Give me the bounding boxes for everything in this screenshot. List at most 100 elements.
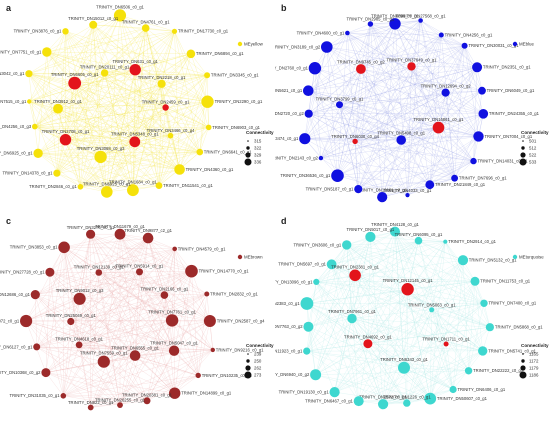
edge <box>339 66 412 105</box>
edge <box>370 236 446 242</box>
edge <box>132 28 146 191</box>
gene-label: TRINITY_DN50607_c0_g1 <box>437 396 488 401</box>
gene-node <box>365 231 376 242</box>
gene-node <box>303 347 311 355</box>
gene-node <box>363 339 373 349</box>
edge <box>445 241 483 351</box>
gene-label: TRINITY_DN2572_c0_g1 <box>359 394 407 399</box>
edge <box>320 67 478 159</box>
edge <box>70 234 91 322</box>
edge <box>134 238 149 356</box>
edge <box>38 153 180 170</box>
gene-node <box>129 136 141 148</box>
edge <box>173 271 192 351</box>
edge <box>314 68 322 159</box>
edge <box>28 73 81 187</box>
edge <box>347 32 479 137</box>
edge <box>339 104 383 198</box>
gene-node <box>68 76 82 90</box>
edge <box>63 238 149 396</box>
edge <box>316 275 356 283</box>
edge <box>49 272 173 321</box>
gene-node <box>470 276 480 286</box>
edge <box>57 108 81 187</box>
edge <box>191 271 211 322</box>
edge <box>172 293 207 321</box>
edge <box>28 73 160 186</box>
edge <box>104 53 191 74</box>
edge <box>90 234 175 351</box>
edge <box>199 127 209 153</box>
edge <box>355 45 465 142</box>
gene-node <box>432 121 445 134</box>
edge <box>90 234 136 356</box>
edge <box>79 320 210 346</box>
gene-node <box>398 361 410 374</box>
edge <box>119 234 175 351</box>
panel-letter: d <box>281 216 287 226</box>
edge <box>36 346 148 401</box>
edge <box>383 370 469 405</box>
gene-node <box>58 241 70 254</box>
edge <box>35 294 64 396</box>
edge <box>454 161 474 179</box>
gene-label: TRINITY_DN12139_c0_g1 <box>74 264 125 269</box>
edge <box>407 66 412 196</box>
edge <box>65 83 162 140</box>
edge <box>38 28 146 154</box>
gene-label: TRINITY_DN6095_c0_g1 <box>395 232 443 237</box>
edge <box>355 275 476 282</box>
edge <box>339 104 479 137</box>
edge <box>45 272 51 373</box>
edge <box>164 293 207 296</box>
connectivity-legend-value: 522 <box>529 153 537 158</box>
edge <box>56 173 107 193</box>
edge <box>331 264 407 404</box>
gene-label: TRINITY_DN5132_c0_g1 <box>469 258 517 263</box>
edge <box>65 83 75 140</box>
gene-label: TRINITY_DN2459_c0_g1 <box>142 100 190 105</box>
edge <box>347 32 465 46</box>
gene-node <box>345 30 350 36</box>
edge <box>346 244 432 310</box>
gene-node <box>396 135 406 145</box>
edge <box>45 372 121 406</box>
gene-node <box>25 70 33 78</box>
edge <box>135 69 200 153</box>
gene-node <box>405 193 410 198</box>
edge <box>308 326 359 402</box>
edge <box>148 238 213 350</box>
edge <box>29 101 101 157</box>
gene-label: TRINITY_DN4761_c0_g1 <box>122 20 170 25</box>
gene-label: TRINITY_DN11923_c0_g1 <box>275 349 303 354</box>
connectivity-legend-dot <box>246 359 250 363</box>
gene-label: TRINITY_DN6925_c0_g1 <box>83 181 131 186</box>
edge <box>90 234 210 322</box>
module-legend-label: MEyellow <box>244 42 264 47</box>
gene-node <box>62 28 69 35</box>
edge <box>308 66 412 91</box>
edge <box>346 244 490 328</box>
edge <box>57 108 171 136</box>
edge <box>78 234 121 345</box>
gene-node <box>53 103 63 114</box>
gene-node <box>33 343 41 351</box>
edge <box>56 83 162 174</box>
gene-label: TRINITY_DN5408_c0_g1 <box>377 130 425 135</box>
gene-node <box>389 18 401 30</box>
edge <box>35 294 71 322</box>
edge <box>64 234 121 248</box>
edge <box>367 236 371 344</box>
gene-node <box>321 41 333 53</box>
edge <box>474 281 483 351</box>
gene-node <box>162 104 169 111</box>
edge <box>119 234 175 394</box>
edge <box>64 237 149 248</box>
gene-label: TRINITY_DN4618_c0_g1 <box>55 337 103 342</box>
gene-node <box>329 387 340 398</box>
edge <box>164 295 213 350</box>
gene-label: TRINITY_DN10235_c0_g1 <box>202 373 253 378</box>
edge <box>36 346 121 406</box>
edge <box>326 20 421 48</box>
edge <box>308 113 430 185</box>
